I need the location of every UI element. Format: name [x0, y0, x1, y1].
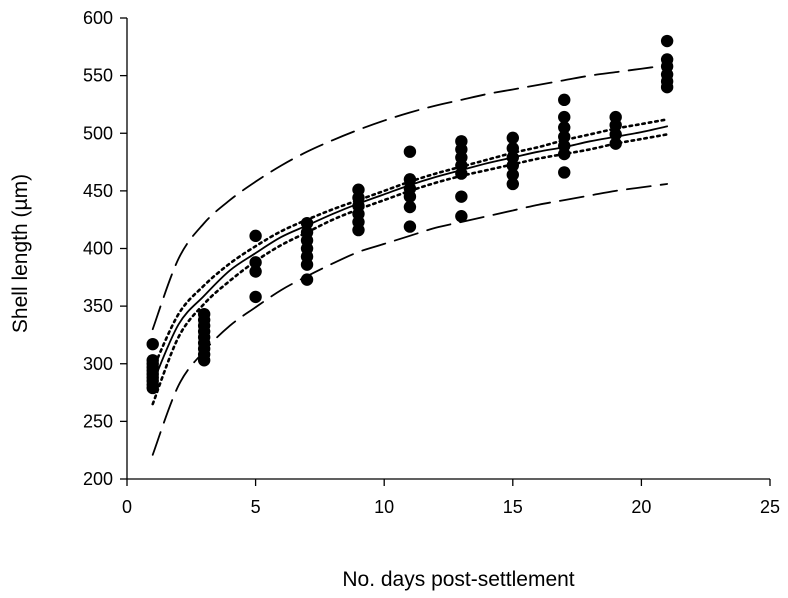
data-point	[558, 93, 571, 107]
data-point	[300, 273, 314, 286]
data-point	[300, 258, 314, 271]
data-points	[146, 34, 674, 395]
data-point	[506, 177, 519, 191]
data-point	[558, 121, 571, 134]
data-point	[403, 190, 417, 203]
data-point	[249, 265, 262, 278]
y-tick-label: 450	[83, 181, 113, 201]
x-tick-label: 5	[251, 497, 261, 517]
data-point	[506, 142, 519, 155]
x-tick-label: 10	[374, 497, 394, 517]
x-tick-label: 15	[503, 497, 523, 517]
data-point	[403, 220, 417, 233]
y-tick-label: 250	[83, 411, 113, 431]
data-point	[455, 190, 468, 203]
data-point	[609, 137, 622, 150]
data-point	[352, 223, 365, 237]
fitted-curve	[151, 125, 669, 385]
y-tick-label: 350	[83, 296, 113, 316]
data-point	[558, 130, 571, 143]
data-point	[146, 337, 159, 351]
y-axis-ticks: 200 250 300 350 400 450 500 550 600	[83, 8, 127, 489]
data-point	[558, 147, 571, 161]
data-point	[403, 173, 417, 186]
data-point	[506, 131, 519, 145]
axes	[126, 18, 770, 480]
data-point	[249, 256, 262, 269]
y-axis-title: Shell length (µm)	[9, 174, 32, 333]
prediction-band-curve	[151, 183, 669, 456]
data-point	[609, 128, 622, 141]
data-point	[660, 34, 674, 48]
y-tick-label: 400	[83, 239, 113, 259]
data-point	[146, 381, 159, 395]
y-tick-label: 200	[83, 469, 113, 489]
prediction-band-curve	[151, 64, 669, 331]
data-point	[609, 118, 622, 132]
y-tick-label: 300	[83, 354, 113, 374]
y-tick-label: 500	[83, 123, 113, 143]
y-tick-label: 550	[83, 66, 113, 86]
x-tick-label: 20	[631, 497, 651, 517]
data-point	[403, 200, 417, 214]
data-point	[300, 216, 314, 230]
fit-curves	[151, 64, 669, 456]
data-point	[660, 80, 674, 94]
x-axis-title: No. days post-settlement	[342, 568, 574, 591]
data-point	[558, 166, 571, 179]
x-tick-label: 0	[122, 497, 132, 517]
data-point	[249, 290, 262, 304]
data-point	[197, 354, 211, 367]
x-axis-ticks: 0 5 10 15 20 25	[122, 479, 780, 517]
data-point	[249, 229, 262, 243]
y-tick-label: 600	[83, 8, 113, 28]
data-point	[558, 110, 571, 124]
data-point	[455, 210, 468, 223]
data-point	[455, 167, 468, 180]
data-point	[403, 145, 417, 158]
data-point	[506, 168, 519, 181]
data-point	[506, 159, 519, 172]
x-tick-label: 25	[760, 497, 780, 517]
